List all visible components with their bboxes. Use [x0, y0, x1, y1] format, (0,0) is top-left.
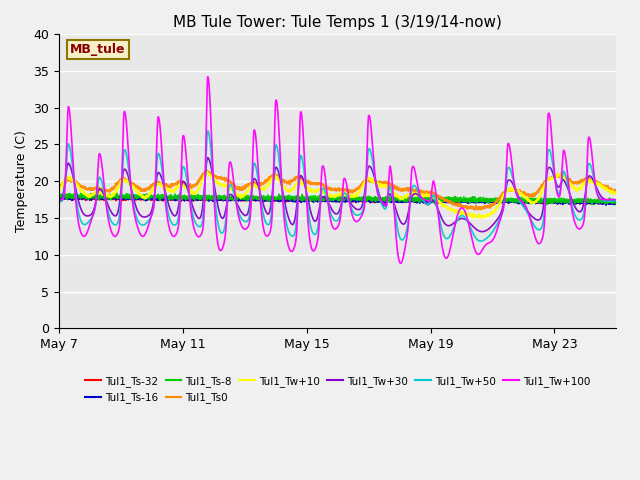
- Legend: Tul1_Ts-32, Tul1_Ts-16, Tul1_Ts-8, Tul1_Ts0, Tul1_Tw+10, Tul1_Tw+30, Tul1_Tw+50,: Tul1_Ts-32, Tul1_Ts-16, Tul1_Ts-8, Tul1_…: [81, 372, 595, 407]
- Text: MB_tule: MB_tule: [70, 43, 126, 56]
- Y-axis label: Temperature (C): Temperature (C): [15, 130, 28, 232]
- Title: MB Tule Tower: Tule Temps 1 (3/19/14-now): MB Tule Tower: Tule Temps 1 (3/19/14-now…: [173, 15, 502, 30]
